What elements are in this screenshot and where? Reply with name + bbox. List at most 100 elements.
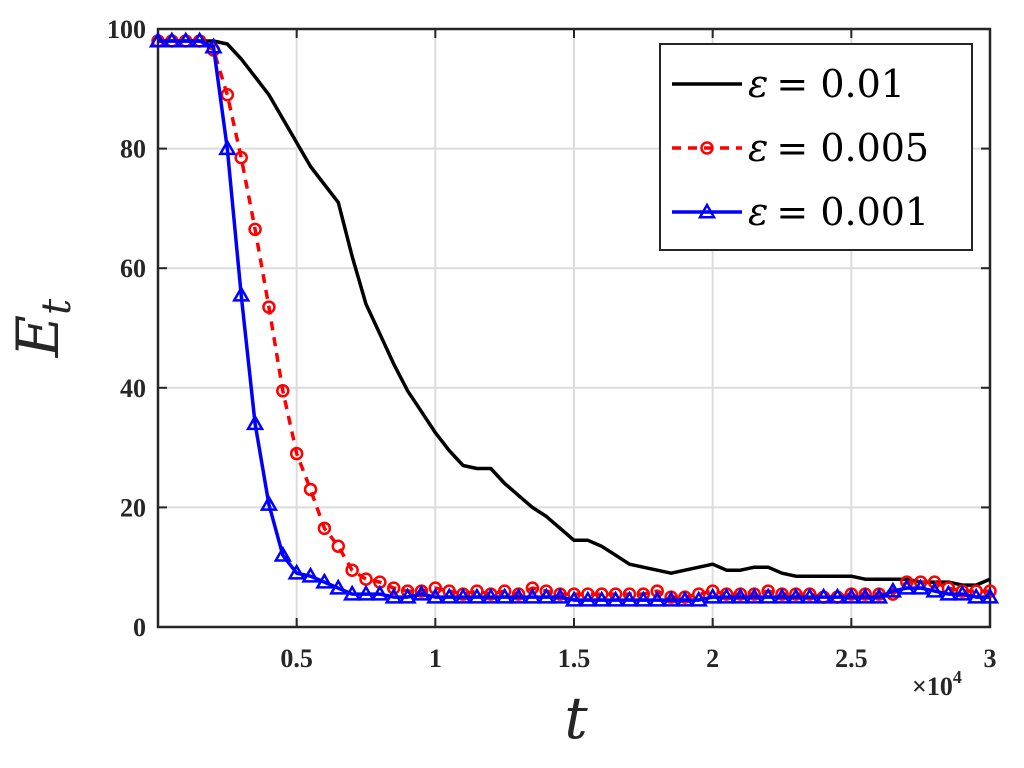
data-point-triangle	[315, 572, 334, 589]
y-tick-label: 100	[107, 15, 146, 44]
legend-value: = 0.01	[776, 62, 905, 106]
data-point-triangle	[412, 584, 431, 601]
series-layer	[148, 31, 1000, 607]
data-point-circle	[428, 581, 443, 595]
data-point-triangle	[953, 584, 972, 601]
data-point-triangle	[634, 590, 653, 607]
data-point-triangle	[897, 578, 916, 595]
legend-value: = 0.001	[776, 190, 929, 234]
y-axis-label-subscript: t	[34, 298, 80, 315]
y-tick-label: 20	[120, 493, 146, 522]
y-axis-label: Et	[4, 298, 80, 358]
x-multiplier-base: ×10	[912, 672, 953, 701]
x-tick-label: 3	[984, 644, 997, 673]
data-point-triangle	[218, 139, 237, 156]
data-point-triangle	[342, 584, 362, 601]
legend-label: ε = 0.01	[748, 62, 905, 106]
data-point-triangle	[453, 587, 473, 604]
data-point-triangle	[939, 584, 958, 601]
x-tick-label: 2	[706, 644, 719, 673]
data-point-triangle	[606, 590, 625, 607]
data-point-triangle	[370, 584, 390, 601]
data-point-triangle	[162, 31, 182, 48]
legend-value: = 0.005	[776, 126, 929, 170]
legend-label: ε = 0.005	[748, 126, 929, 170]
data-point-triangle	[980, 587, 1000, 604]
x-tick-label: 0.5	[280, 644, 313, 673]
data-point-triangle	[925, 581, 944, 598]
data-point-triangle	[883, 581, 903, 598]
data-point-triangle	[245, 414, 265, 431]
data-point-triangle	[772, 587, 792, 604]
data-point-triangle	[398, 587, 417, 604]
series-line	[158, 39, 990, 599]
x-tick-label: 1.5	[558, 644, 591, 673]
y-tick-label: 60	[120, 254, 146, 283]
data-point-triangle	[329, 578, 348, 595]
data-point-triangle	[176, 31, 195, 48]
data-point-triangle	[301, 566, 320, 583]
series-1	[158, 39, 991, 587]
data-point-triangle	[731, 587, 750, 604]
data-point-triangle	[661, 590, 681, 607]
series-line	[158, 39, 990, 602]
legend-item: ε = 0.001	[672, 190, 929, 234]
data-point-triangle	[287, 563, 306, 580]
y-axis-label-main: E	[4, 315, 72, 358]
legend-item: ε = 0.005	[672, 126, 929, 170]
data-point-triangle	[578, 590, 598, 607]
data-point-triangle	[523, 587, 542, 604]
x-tick-label: 2.5	[835, 644, 868, 673]
data-point-circle	[359, 572, 373, 586]
data-point-circle	[700, 141, 714, 155]
data-point-triangle	[440, 587, 459, 604]
data-point-circle	[345, 563, 359, 577]
data-point-triangle	[384, 587, 403, 604]
data-point-triangle	[856, 587, 875, 604]
data-point-triangle	[426, 587, 445, 604]
data-point-triangle	[648, 590, 667, 607]
data-point-circle	[317, 521, 332, 536]
data-point-triangle	[911, 578, 930, 595]
data-point-triangle	[148, 31, 168, 48]
data-point-circle	[331, 539, 346, 554]
data-point-triangle	[550, 587, 570, 604]
data-point-circle	[289, 446, 304, 461]
data-point-circle	[248, 222, 262, 237]
data-point-triangle	[509, 587, 528, 604]
data-point-triangle	[828, 587, 847, 604]
x-tick-label: 1	[429, 644, 442, 673]
data-point-triangle	[814, 587, 833, 604]
data-point-triangle	[697, 202, 717, 219]
data-point-triangle	[592, 590, 611, 607]
data-point-triangle	[842, 587, 861, 604]
data-point-triangle	[495, 587, 514, 604]
data-point-triangle	[481, 587, 500, 604]
data-point-triangle	[703, 587, 722, 604]
x-axis-multiplier: ×104	[912, 667, 962, 701]
data-point-triangle	[717, 587, 736, 604]
axis-ticks: 0.5 1 1.5 2 2.5 3 0 20 40 60 80 100	[107, 15, 997, 673]
data-point-circle	[262, 300, 276, 314]
legend-item: ε = 0.01	[672, 62, 905, 106]
x-axis-label: t	[564, 684, 588, 752]
legend-symbol: ε	[748, 62, 768, 106]
data-point-triangle	[564, 590, 584, 607]
data-point-triangle	[273, 545, 292, 562]
data-point-triangle	[356, 584, 376, 601]
data-point-triangle	[869, 587, 889, 604]
data-point-triangle	[467, 587, 487, 604]
x-multiplier-exponent: 4	[953, 667, 962, 687]
data-point-triangle	[537, 587, 556, 604]
data-point-triangle	[232, 285, 251, 302]
data-point-circle	[525, 581, 540, 595]
data-point-triangle	[758, 587, 778, 604]
data-point-triangle	[745, 587, 764, 604]
data-point-circle	[386, 581, 401, 595]
data-point-circle	[927, 575, 942, 589]
legend-symbol: ε	[748, 126, 768, 170]
data-point-triangle	[786, 587, 806, 604]
data-point-circle	[276, 384, 290, 398]
data-point-circle	[303, 482, 318, 497]
